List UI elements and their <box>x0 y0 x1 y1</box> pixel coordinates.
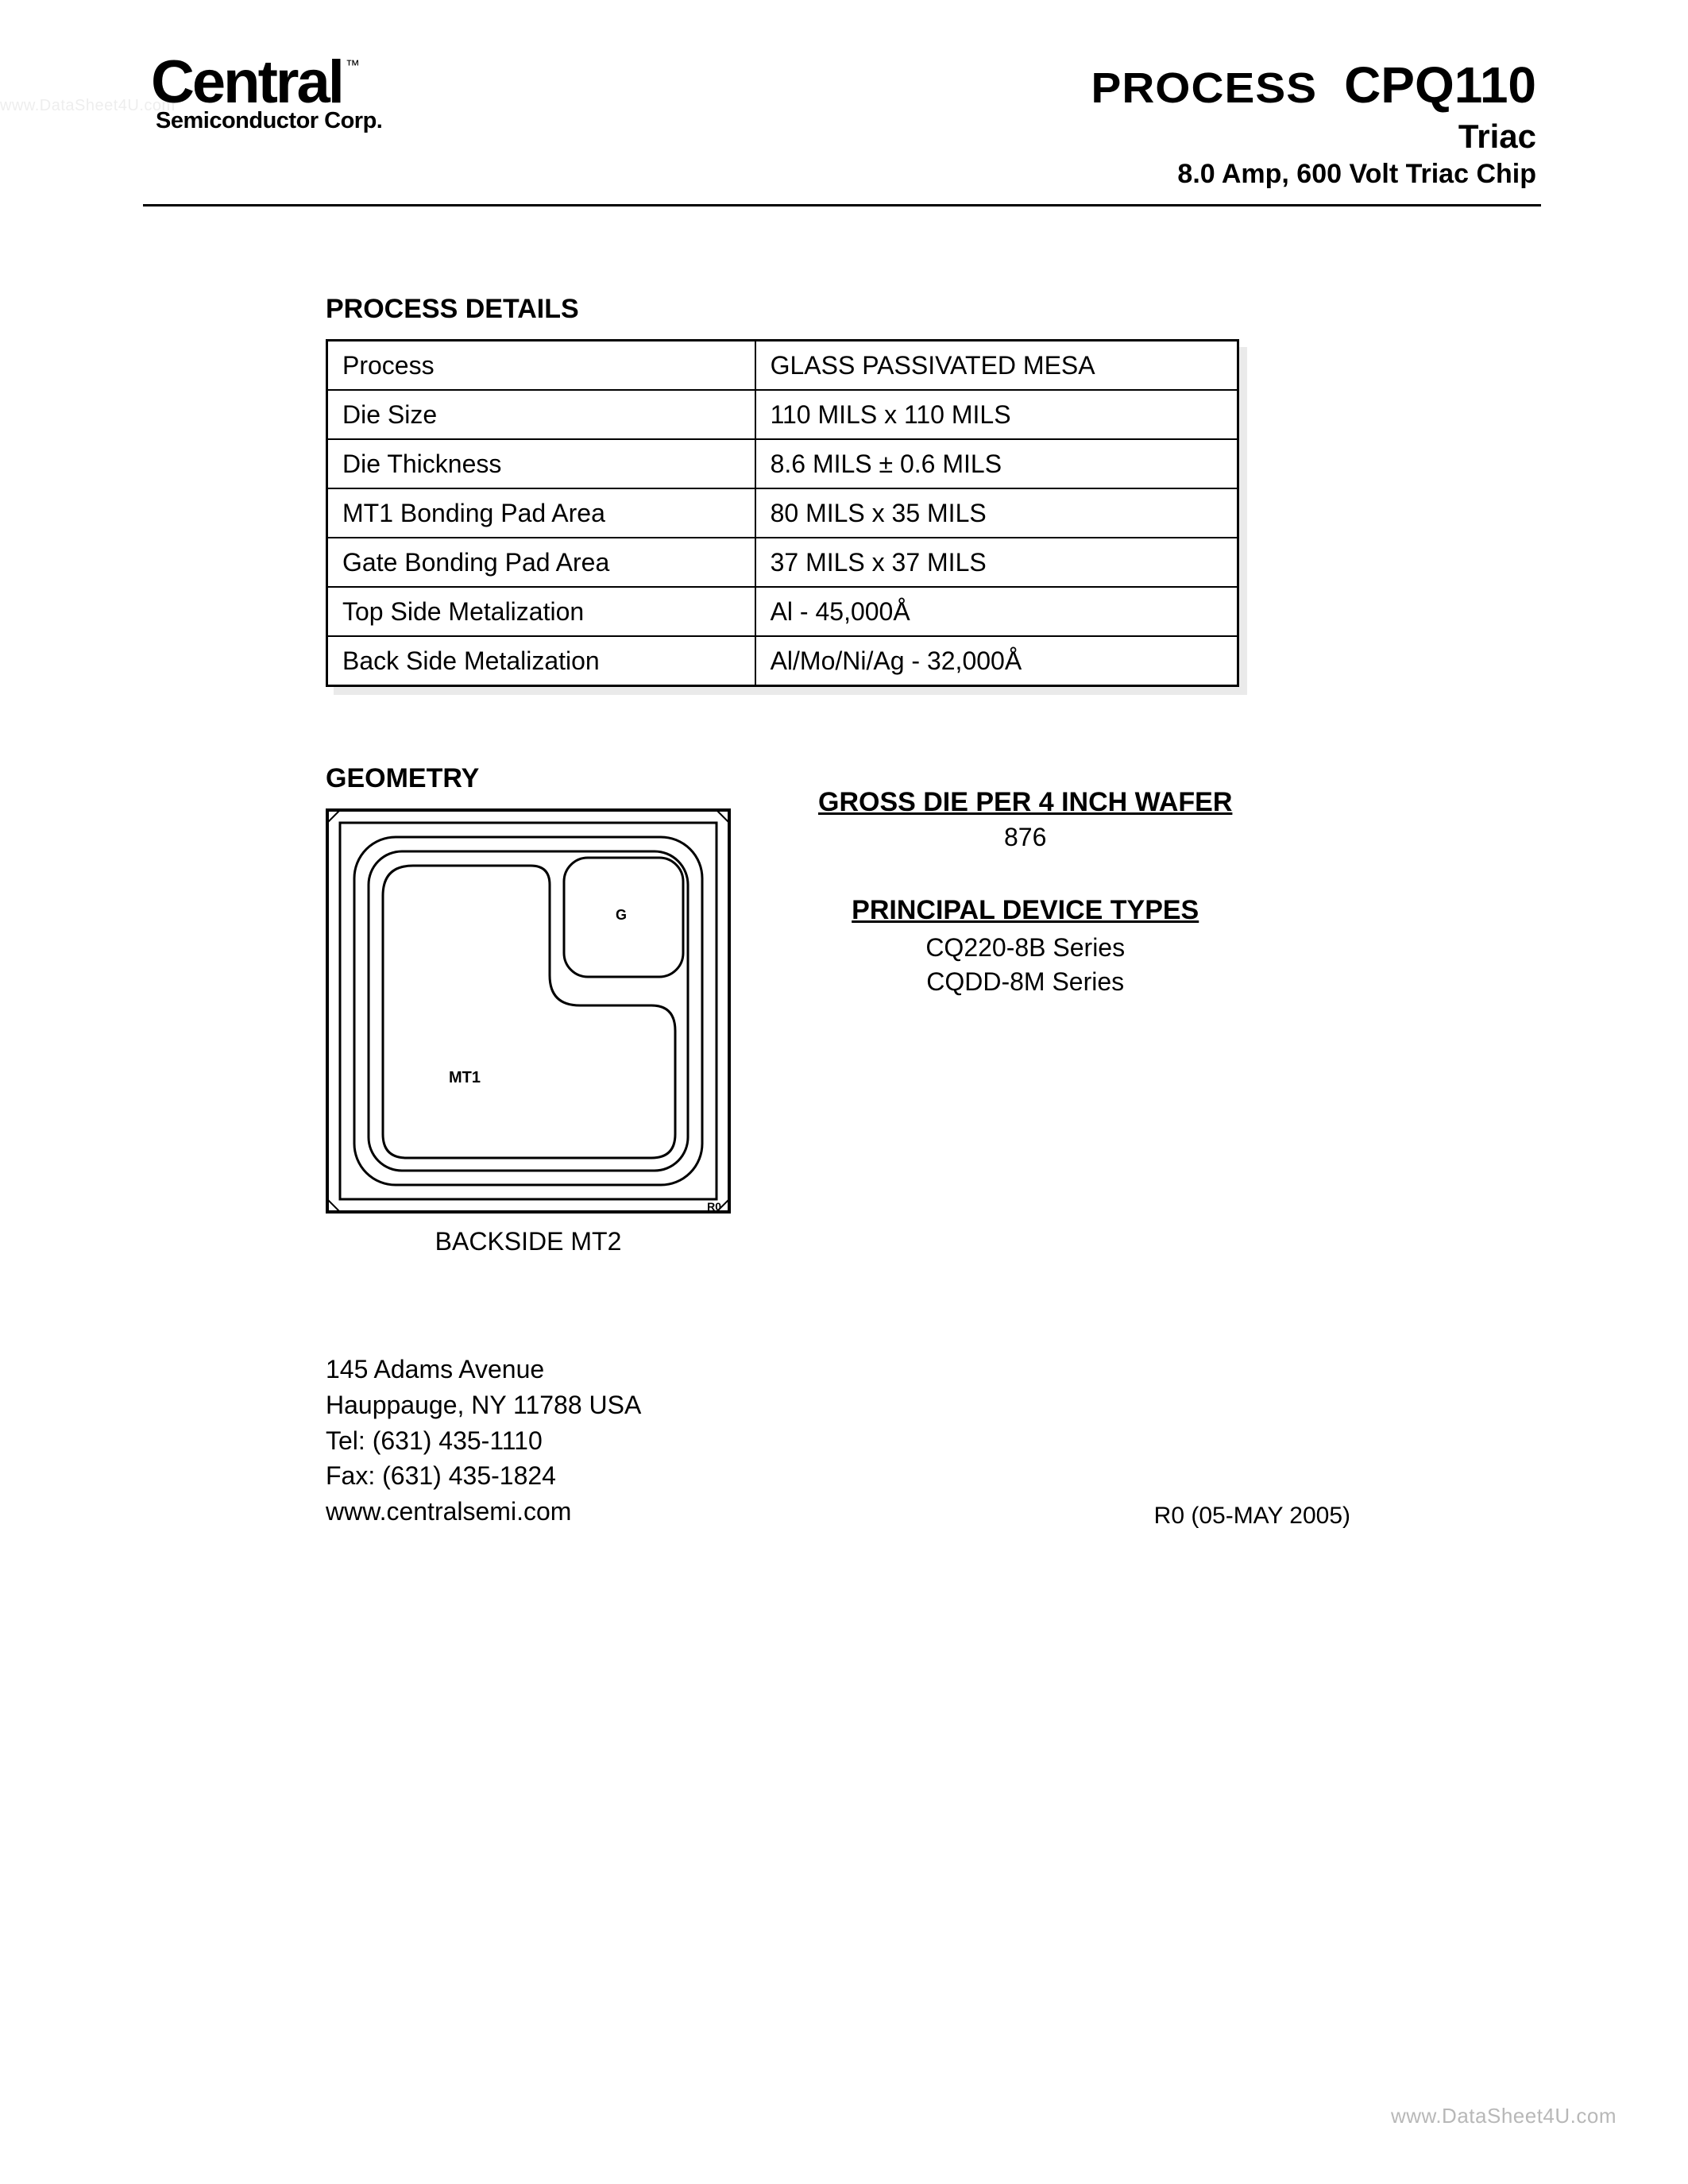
geometry-right: GROSS DIE PER 4 INCH WAFER 876 PRINCIPAL… <box>771 763 1232 999</box>
logo-name: Central <box>151 48 342 116</box>
detail-value: GLASS PASSIVATED MESA <box>755 341 1238 391</box>
detail-label: Gate Bonding Pad Area <box>327 538 755 587</box>
die-diagram-svg: G MT1 R0 <box>326 808 731 1214</box>
detail-value: 37 MILS x 37 MILS <box>755 538 1238 587</box>
detail-label: Back Side Metalization <box>327 636 755 686</box>
logo-tm: ™ <box>346 57 360 73</box>
device-type-item: CQDD-8M Series <box>818 965 1232 999</box>
table-row: Die Thickness8.6 MILS ± 0.6 MILS <box>327 439 1238 488</box>
title-line2: Triac <box>1102 118 1536 156</box>
process-details-title: PROCESS DETAILS <box>326 294 1358 325</box>
table-row: MT1 Bonding Pad Area80 MILS x 35 MILS <box>327 488 1238 538</box>
device-types-heading: PRINCIPAL DEVICE TYPES <box>818 895 1232 926</box>
title-part-number: CPQ110 <box>1344 56 1536 114</box>
process-details-table: ProcessGLASS PASSIVATED MESA Die Size110… <box>326 339 1239 687</box>
revision: R0 (05-MAY 2005) <box>1154 1503 1350 1530</box>
process-details-table-wrap: ProcessGLASS PASSIVATED MESA Die Size110… <box>326 339 1239 687</box>
address-line: Tel: (631) 435-1110 <box>326 1423 641 1459</box>
geometry-caption: BACKSIDE MT2 <box>326 1227 731 1256</box>
geometry-diagram: G MT1 R0 <box>326 808 731 1217</box>
company-logo: Central™ Semiconductor Corp. <box>143 56 382 134</box>
detail-value: 8.6 MILS ± 0.6 MILS <box>755 439 1238 488</box>
table-row: Back Side MetalizationAl/Mo/Ni/Ag - 32,0… <box>327 636 1238 686</box>
address-line: www.centralsemi.com <box>326 1494 641 1530</box>
geometry-title: GEOMETRY <box>326 763 771 794</box>
detail-value: Al - 45,000Å <box>755 587 1238 636</box>
address-line: Hauppauge, NY 11788 USA <box>326 1387 641 1423</box>
address-line: Fax: (631) 435-1824 <box>326 1458 641 1494</box>
header: Central™ Semiconductor Corp. PROCESS CPQ… <box>143 56 1541 206</box>
title-line3: 8.0 Amp, 600 Volt Triac Chip <box>1102 159 1536 190</box>
watermark-bottom: www.DataSheet4U.com <box>1391 2104 1617 2128</box>
footer: 145 Adams Avenue Hauppauge, NY 11788 USA… <box>326 1352 1350 1530</box>
content: PROCESS DETAILS ProcessGLASS PASSIVATED … <box>143 206 1358 1530</box>
table-row: Top Side MetalizationAl - 45,000Å <box>327 587 1238 636</box>
detail-label: MT1 Bonding Pad Area <box>327 488 755 538</box>
table-row: Gate Bonding Pad Area37 MILS x 37 MILS <box>327 538 1238 587</box>
detail-value: 80 MILS x 35 MILS <box>755 488 1238 538</box>
title-block: PROCESS CPQ110 Triac 8.0 Amp, 600 Volt T… <box>1102 56 1541 190</box>
table-row: ProcessGLASS PASSIVATED MESA <box>327 341 1238 391</box>
table-row: Die Size110 MILS x 110 MILS <box>327 390 1238 439</box>
gross-die-value: 876 <box>818 823 1232 852</box>
detail-label: Die Size <box>327 390 755 439</box>
gate-label: G <box>616 907 627 923</box>
detail-value: 110 MILS x 110 MILS <box>755 390 1238 439</box>
title-process-label: PROCESS <box>1091 64 1317 113</box>
device-type-item: CQ220-8B Series <box>818 931 1232 965</box>
detail-value: Al/Mo/Ni/Ag - 32,000Å <box>755 636 1238 686</box>
address-line: 145 Adams Avenue <box>326 1352 641 1387</box>
rev-tag: R0 <box>707 1200 721 1213</box>
geometry-section: GEOMETRY <box>326 763 1358 1256</box>
mt1-label: MT1 <box>449 1069 481 1086</box>
device-types-list: CQ220-8B Series CQDD-8M Series <box>818 931 1232 999</box>
gross-die-heading: GROSS DIE PER 4 INCH WAFER <box>818 787 1232 818</box>
address-block: 145 Adams Avenue Hauppauge, NY 11788 USA… <box>326 1352 641 1530</box>
detail-label: Process <box>327 341 755 391</box>
detail-label: Die Thickness <box>327 439 755 488</box>
detail-label: Top Side Metalization <box>327 587 755 636</box>
page: Central™ Semiconductor Corp. PROCESS CPQ… <box>143 56 1541 1530</box>
